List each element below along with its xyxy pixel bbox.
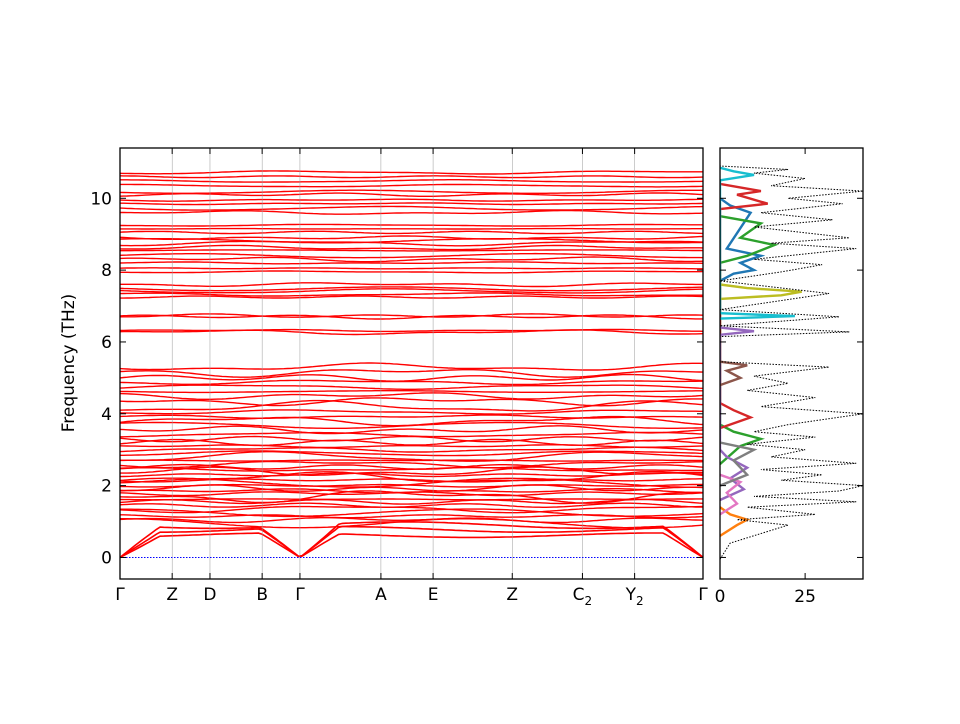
phonon-band	[120, 250, 703, 251]
phonon-band	[120, 363, 703, 370]
phonon-band	[120, 507, 703, 513]
acoustic-band	[120, 527, 703, 558]
phonon-band	[120, 499, 703, 500]
phonon-band	[120, 257, 703, 262]
phonon-band	[120, 393, 703, 400]
x-tick-label: Y2	[625, 585, 644, 608]
phonon-band	[120, 296, 703, 298]
dos-x-tick-label: 0	[715, 587, 726, 607]
phonon-band	[120, 180, 703, 182]
y-tick-label: 2	[101, 477, 112, 497]
phonon-band	[120, 432, 703, 436]
band-lines	[120, 171, 703, 558]
phonon-band	[120, 440, 703, 446]
y-tick-label: 0	[101, 548, 112, 568]
x-tick-label: B	[256, 585, 268, 605]
phonon-band	[120, 262, 703, 264]
phonon-band	[120, 190, 703, 193]
phonon-band	[120, 385, 703, 389]
acoustic-band	[120, 533, 703, 558]
y-tick-label: 6	[101, 333, 112, 353]
phonon-band	[120, 199, 703, 201]
band-structure-panel: 0 2 4 6 8 10 Γ Z D B Γ A E Z C2 Y2 Γ Frequency (THz)	[59, 148, 708, 608]
x-tick-label: A	[375, 585, 387, 605]
phonon-band	[120, 410, 703, 414]
x-tick-label: Γ	[698, 585, 708, 605]
phonon-band	[120, 176, 703, 178]
x-tick-label: D	[203, 585, 216, 605]
phonon-band	[120, 236, 703, 239]
x-tick-label: Z	[506, 585, 518, 605]
phonon-band	[120, 231, 703, 233]
projected-dos-line	[720, 285, 802, 299]
phonon-band	[120, 211, 703, 215]
y-axis-label: Frequency (THz)	[59, 294, 79, 433]
dos-lines	[720, 166, 863, 559]
x-tick-label: Γ	[295, 585, 305, 605]
projected-dos-line	[720, 362, 747, 385]
phonon-band	[120, 245, 703, 249]
x-tick-label: Z	[166, 585, 178, 605]
phonon-band	[120, 283, 703, 287]
phonon-band	[120, 203, 703, 205]
phonon-band	[120, 452, 703, 462]
phonon-band	[120, 171, 703, 174]
dos-panel: 0 25	[715, 148, 863, 607]
x-tick-label: E	[428, 585, 439, 605]
projected-dos-line	[720, 198, 761, 281]
phonon-band	[120, 370, 703, 378]
phonon-band	[120, 206, 703, 210]
x-tick-label: C2	[573, 585, 593, 608]
phonon-band	[120, 271, 703, 273]
phonon-band	[120, 224, 703, 226]
y-tick-label: 8	[101, 261, 112, 281]
phonon-band	[120, 184, 703, 187]
dos-x-tick-label: 25	[794, 587, 816, 607]
y-tick-label: 10	[90, 189, 112, 209]
phonon-band	[120, 391, 703, 393]
phonon-band	[120, 460, 703, 461]
y-tick-label: 4	[101, 405, 112, 425]
phonon-band	[120, 268, 703, 269]
x-tick-label: Γ	[115, 585, 125, 605]
